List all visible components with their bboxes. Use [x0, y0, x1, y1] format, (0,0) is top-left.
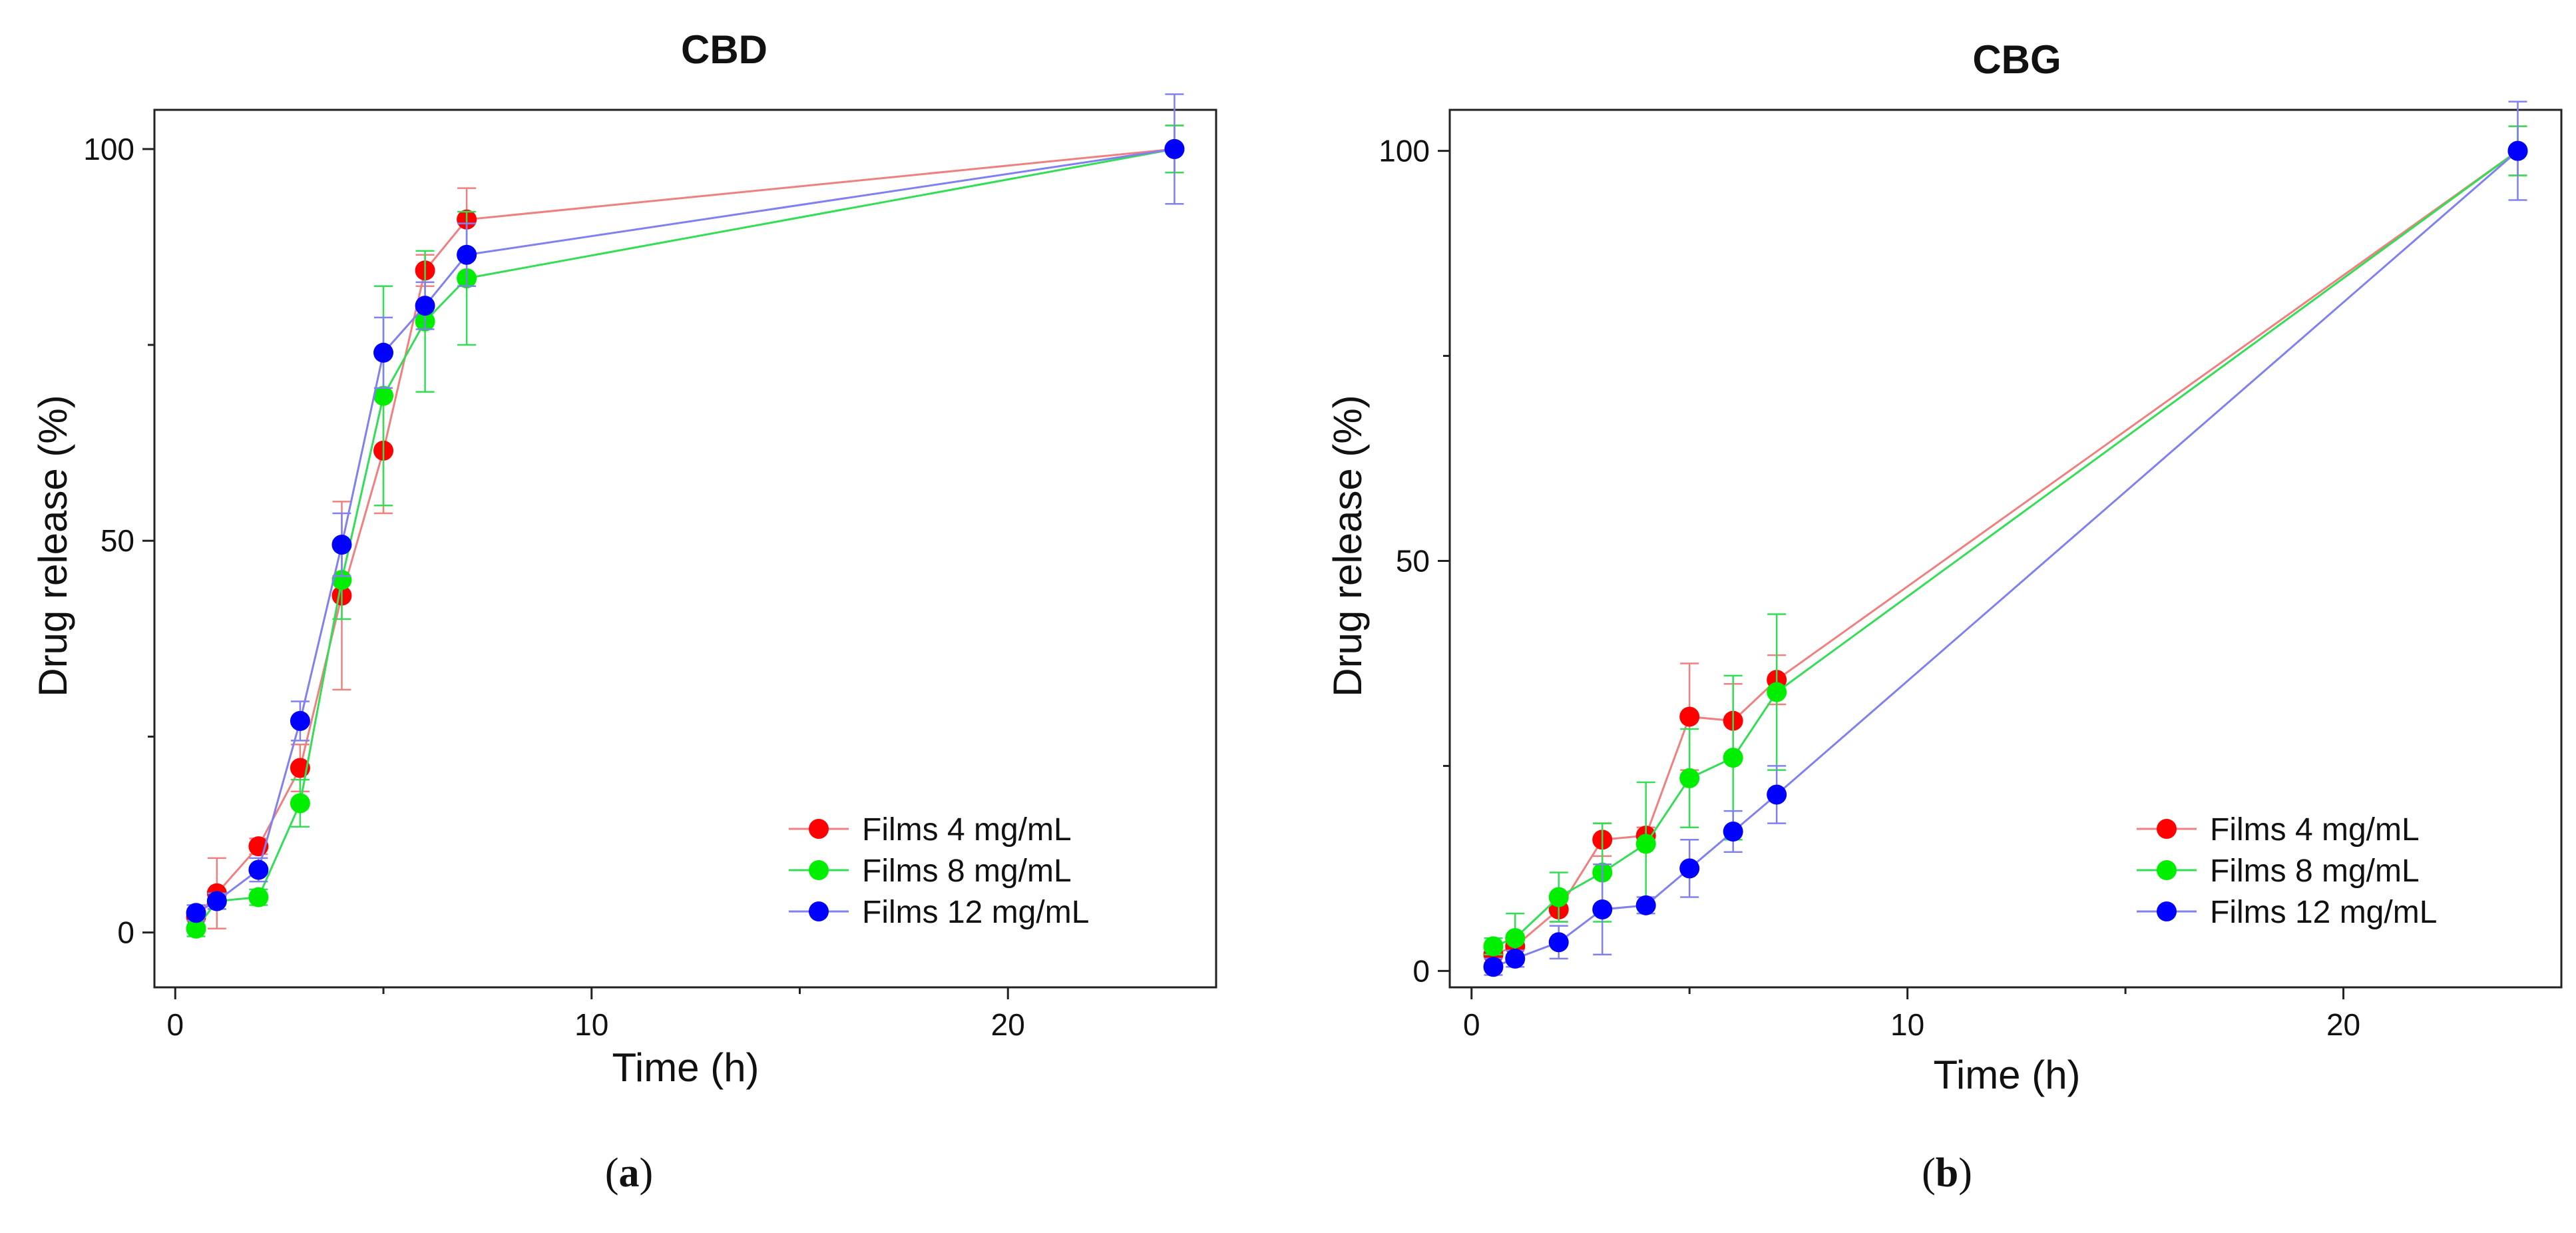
x-axis-label: Time (h): [1933, 1053, 2080, 1097]
panel-caption-a: (a): [605, 1150, 653, 1196]
series-2: [1483, 125, 2528, 964]
legend-marker: [2157, 901, 2177, 921]
x-tick-label: 20: [991, 1007, 1025, 1042]
y-tick-label: 50: [1396, 543, 1430, 578]
data-point: [1548, 887, 1569, 907]
series-line: [195, 148, 1175, 918]
chart-title: CBD: [681, 27, 767, 72]
data-point: [1548, 932, 1569, 953]
data-point: [331, 535, 352, 555]
y-tick-label: 0: [1412, 953, 1430, 988]
data-point: [1592, 899, 1613, 919]
x-axis-label: Time (h): [612, 1045, 759, 1090]
series-1: [186, 124, 1185, 929]
x-tick-label: 20: [2326, 1007, 2360, 1042]
data-point: [1164, 138, 1185, 159]
chart-panel-cbd: CBD 0 10 20 0 50 100 Time (h) Drug release (%…: [31, 27, 1217, 1196]
legend-marker: [2157, 819, 2177, 839]
data-point: [1505, 948, 1526, 969]
chart-title: CBG: [1972, 37, 2061, 82]
data-point: [1679, 768, 1700, 788]
series-3: [186, 93, 1185, 923]
series-3: [1483, 101, 2528, 977]
plot-frame: [153, 109, 1217, 989]
data-point: [248, 887, 269, 907]
data-point: [1483, 957, 1504, 977]
legend-label: Films 4 mg/mL: [2210, 812, 2420, 848]
x-tick-label: 0: [1463, 1007, 1480, 1042]
data-point: [1635, 895, 1656, 915]
data-point: [248, 860, 269, 880]
data-point: [1679, 706, 1700, 727]
legend-marker: [809, 860, 829, 880]
y-axis-label: Drug release (%): [31, 395, 75, 697]
x-tick-label: 10: [1890, 1007, 1924, 1042]
data-point: [290, 710, 310, 731]
panel-caption-b: (b): [1922, 1150, 1972, 1196]
legend-marker: [809, 819, 829, 839]
data-point: [206, 891, 227, 911]
legend-label: Films 12 mg/mL: [2210, 895, 2437, 930]
data-point: [1723, 821, 1743, 842]
data-point: [1483, 936, 1504, 957]
legend-label: Films 8 mg/mL: [2210, 854, 2420, 889]
legend-label: Films 12 mg/mL: [862, 895, 1089, 930]
data-point: [1767, 784, 1787, 805]
data-point: [186, 903, 206, 923]
data-point: [1505, 928, 1526, 949]
x-tick-label: 0: [166, 1007, 184, 1042]
y-tick-label: 100: [1379, 134, 1430, 168]
data-point: [331, 570, 352, 591]
data-point: [1723, 748, 1743, 768]
legend-label: Films 8 mg/mL: [862, 854, 1072, 889]
y-axis-label: Drug release (%): [1325, 395, 1370, 697]
data-point: [1635, 834, 1656, 854]
legend-marker: [2157, 860, 2177, 880]
chart-panel-cbg: CBG 0 10 20 0 50 100 Time (h) Drug release (%…: [1325, 37, 2563, 1196]
data-point: [457, 244, 477, 265]
legend: Films 4 mg/mL Films 8 mg/mL Films 12 mg/mL: [2137, 812, 2437, 930]
x-tick-label: 10: [574, 1007, 608, 1042]
legend-marker: [809, 901, 829, 921]
legend: Films 4 mg/mL Films 8 mg/mL Films 12 mg/mL: [789, 812, 1089, 930]
data-point: [373, 385, 394, 406]
data-point: [2507, 140, 2528, 161]
data-point: [415, 296, 435, 316]
series-line: [195, 148, 1175, 914]
data-point: [290, 793, 310, 814]
data-point: [1679, 858, 1700, 879]
data-point: [373, 342, 394, 363]
data-point: [1767, 682, 1787, 702]
plot-frame: [1448, 109, 2563, 989]
data-point: [186, 918, 206, 939]
y-tick-label: 50: [101, 523, 134, 558]
y-tick-label: 100: [83, 132, 134, 166]
y-tick-label: 0: [117, 915, 134, 950]
legend-label: Films 4 mg/mL: [862, 812, 1072, 848]
